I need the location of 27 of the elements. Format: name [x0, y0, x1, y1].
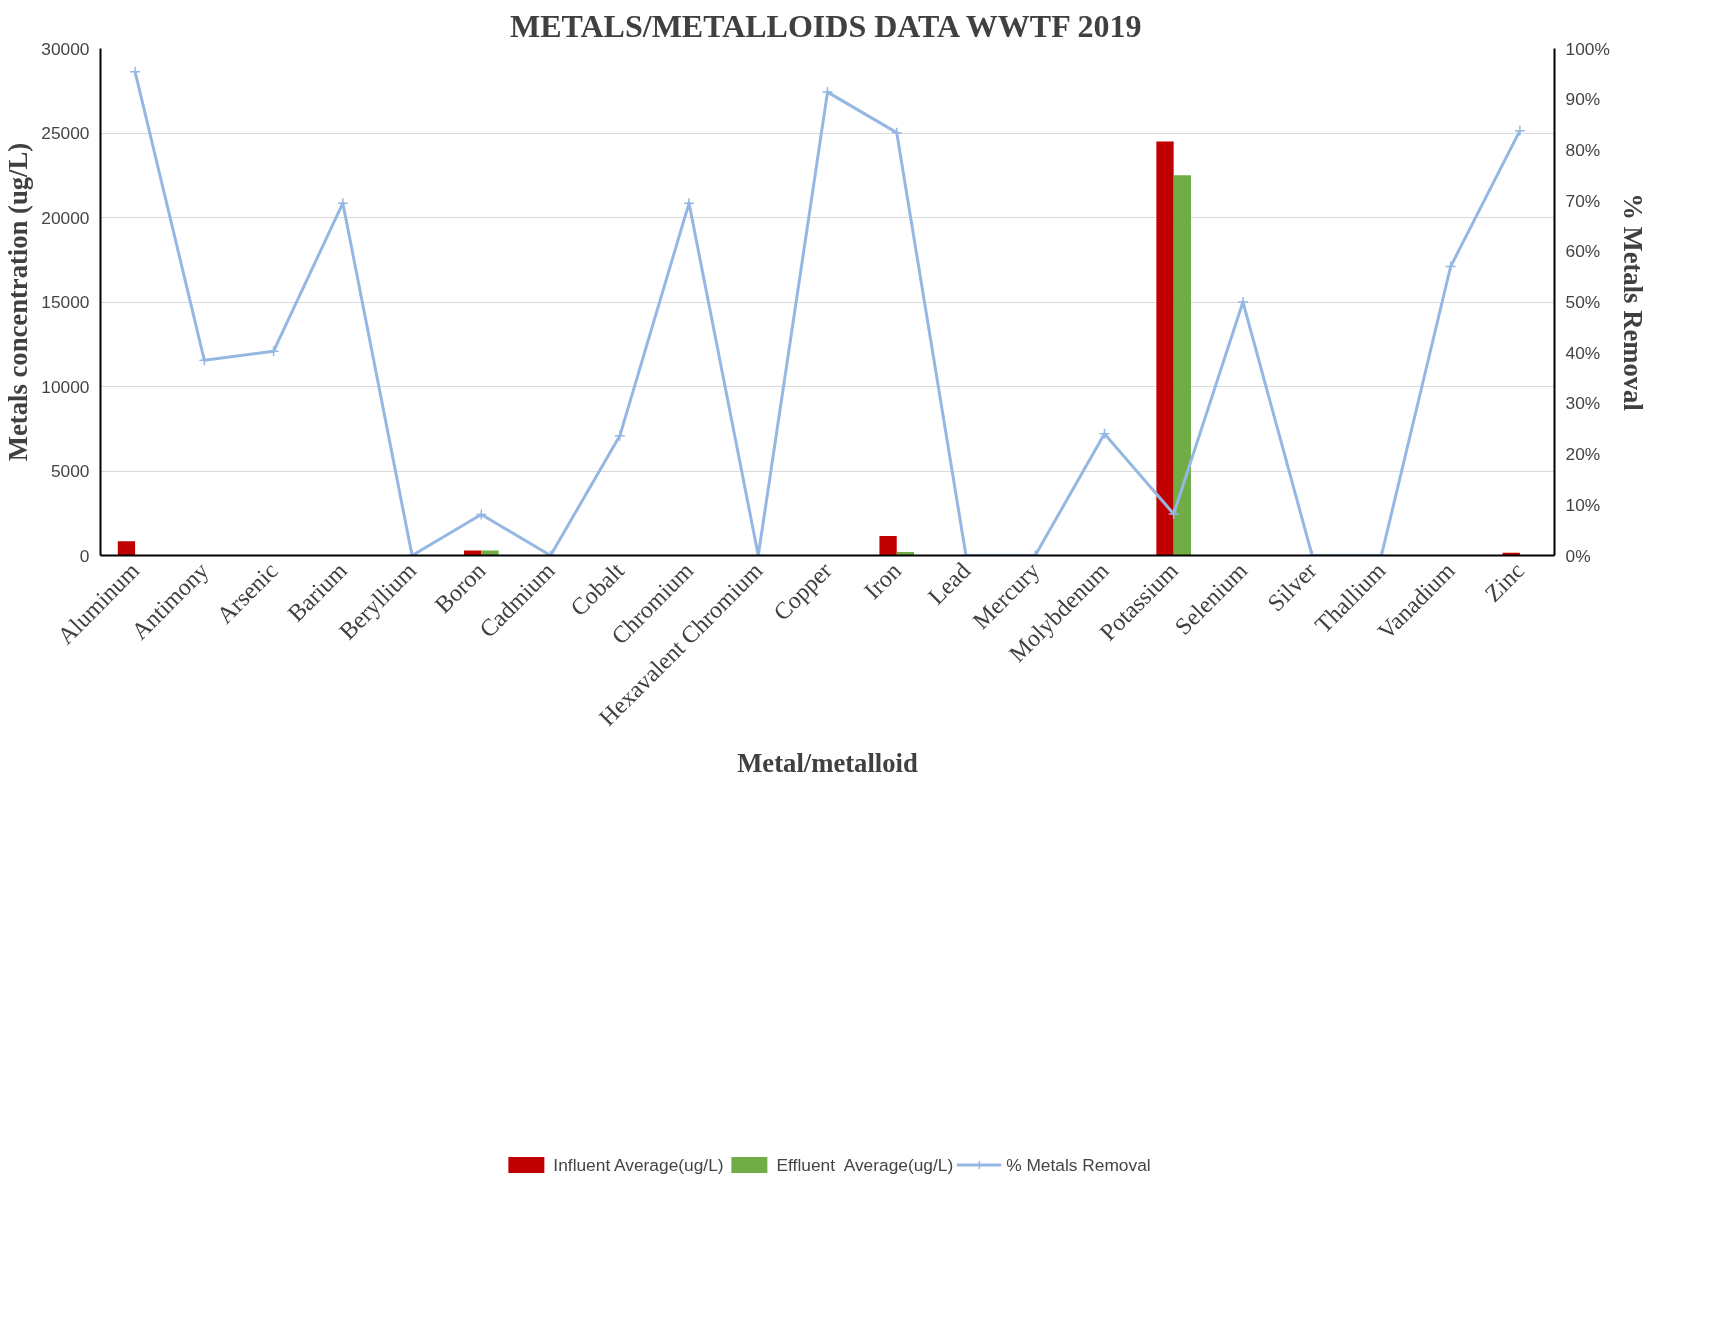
x-tick-label: Iron [859, 557, 906, 604]
y2-tick-label: 10% [1565, 494, 1601, 515]
y2-axis-title: % Metals Removal [1617, 193, 1648, 411]
y2-tick-label: 90% [1565, 89, 1601, 110]
y2-tick-label: 20% [1565, 444, 1601, 465]
y-tick-label: 0 [79, 545, 90, 566]
chart-title: METALS/METALLOIDS DATA WWTF 2019 [509, 7, 1142, 44]
y2-tick-label: 30% [1565, 393, 1601, 414]
y-tick-label: 30000 [41, 38, 90, 59]
y2-tick-label: 50% [1565, 292, 1601, 312]
x-axis-title: Metal/metalloid [737, 747, 918, 778]
y2-tick-label: 60% [1565, 241, 1601, 262]
y2-tick-label: 70% [1565, 190, 1601, 211]
y-tick-label: 10000 [41, 376, 90, 397]
x-tick-label: Zinc [1479, 557, 1530, 607]
legend-label: Influent Average(ug/L) [553, 1154, 724, 1176]
y-tick-label: 5000 [50, 461, 90, 481]
y2-tick-label: 40% [1565, 342, 1601, 363]
y-axis-title: Metals concentration (ug/L) [3, 142, 34, 462]
y-tick-label: 15000 [41, 292, 90, 312]
y2-tick-label: 100% [1565, 38, 1610, 59]
legend-label: % Metals Removal [1006, 1154, 1151, 1176]
y2-tick-label: 80% [1565, 139, 1601, 160]
y2-tick-label: 0% [1565, 545, 1591, 566]
legend-label: Effluent Average(ug/L) [776, 1154, 954, 1176]
y-tick-label: 25000 [41, 123, 90, 143]
y-tick-label: 20000 [41, 207, 90, 228]
